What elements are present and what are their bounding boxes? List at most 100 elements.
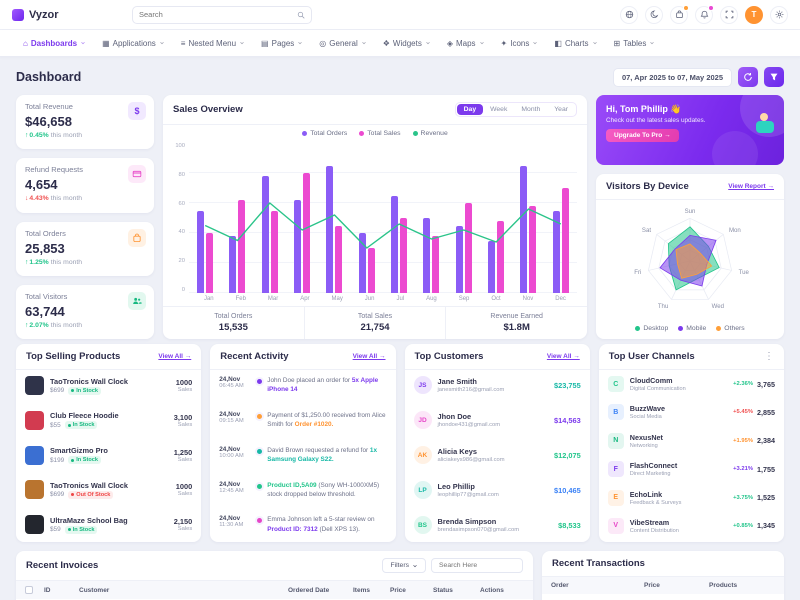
- customer-email: janesmith216@gmail.com: [437, 387, 505, 393]
- sales-tab-month[interactable]: Month: [514, 104, 547, 115]
- avatar[interactable]: T: [745, 5, 763, 24]
- refresh-button[interactable]: [738, 67, 758, 87]
- product-thumb: [25, 376, 44, 395]
- sales-tab-year[interactable]: Year: [547, 104, 575, 115]
- customer-amount: $23,755: [554, 380, 581, 390]
- expand-icon[interactable]: [720, 5, 738, 24]
- customers-view-all-link[interactable]: View All →: [546, 353, 580, 360]
- activity-link[interactable]: 1x Samsung Galaxy S22.: [267, 446, 378, 463]
- nav-item-pages[interactable]: ▤ Pages: [254, 35, 310, 52]
- bar-total-sales: [335, 225, 343, 293]
- bar-group-aug: [423, 143, 440, 293]
- activity-row: 24,Nov 06:45 AM John Doe placed an order f…: [219, 376, 386, 395]
- sales-overview-title: Sales Overview: [173, 104, 243, 115]
- bar-total-sales: [238, 200, 246, 293]
- product-price: $699: [50, 491, 65, 499]
- cart-icon[interactable]: [670, 4, 689, 24]
- recent-invoices-card: Recent Invoices Filters ID Customer Ordere…: [16, 551, 533, 600]
- channel-name: BuzzWave: [629, 404, 666, 414]
- invoices-filters-button[interactable]: Filters: [382, 558, 426, 573]
- nav-item-general[interactable]: ◎ General: [312, 35, 373, 52]
- activity-date: 24,Nov: [219, 515, 241, 523]
- product-sales: 1000: [175, 378, 193, 387]
- activity-link[interactable]: 5x Apple iPhone 14: [267, 377, 379, 394]
- products-view-all-link[interactable]: View All →: [158, 353, 192, 360]
- channel-desc: Feedback & Surveys: [629, 499, 682, 506]
- sales-tab-day[interactable]: Day: [456, 104, 484, 115]
- topbar-search[interactable]: [132, 5, 312, 24]
- more-options-icon[interactable]: ⋮: [764, 350, 774, 362]
- channel-desc: Direct Marketing: [629, 471, 671, 478]
- nav-item-widgets[interactable]: ❖ Widgets: [376, 35, 438, 52]
- date-range-picker[interactable]: 07, Apr 2025 to 07, May 2025: [612, 67, 732, 87]
- activity-date: 24,Nov: [219, 376, 241, 383]
- bar-total-sales: [400, 218, 408, 293]
- channels-title: Top User Channels: [608, 351, 695, 362]
- notification-badge: [683, 4, 689, 11]
- product-name: UltraMaze School Bag: [50, 515, 128, 525]
- chevron-down-icon: [412, 563, 418, 569]
- channel-value: 2,384: [757, 436, 775, 446]
- search-input[interactable]: [139, 10, 297, 19]
- invoices-search-input[interactable]: [431, 558, 523, 573]
- legend-mobile: Mobile: [678, 325, 706, 332]
- channel-desc: Networking: [629, 442, 658, 449]
- select-all-checkbox[interactable]: [25, 586, 33, 594]
- activity-text: Emma Johnson left a 5-star review on Pro…: [267, 516, 375, 533]
- product-thumb: [25, 445, 44, 465]
- nav-item-dashboards[interactable]: ⌂ Dashboards: [16, 35, 93, 52]
- maps-icon: ◈: [446, 38, 453, 48]
- activity-date: 24,Nov: [219, 445, 241, 453]
- view-report-link[interactable]: View Report →: [728, 183, 774, 190]
- activity-text: Payment of $1,250.00 received from Alice…: [267, 411, 386, 429]
- sales-tab-week[interactable]: Week: [483, 104, 514, 115]
- visitors-title: Visitors By Device: [606, 181, 689, 192]
- bar-total-sales: [367, 248, 375, 293]
- activity-link[interactable]: Product ID,5A09: [267, 481, 317, 489]
- bar-total-sales: [303, 173, 311, 293]
- svg-text:Wed: Wed: [712, 303, 724, 310]
- gear-icon[interactable]: [770, 5, 788, 24]
- activity-link[interactable]: Order #1020.: [294, 421, 334, 429]
- activity-time: 06:45 AM: [219, 383, 244, 389]
- column-header-items: Items: [353, 586, 370, 594]
- activity-text: Product ID,5A09 (Sony WH-1000XM5) stock …: [267, 481, 380, 498]
- upgrade-to-pro-button[interactable]: Upgrade To Pro →: [606, 129, 679, 142]
- upgrade-promo-card: Hi, Tom Phillip 👋 Check out the latest s…: [596, 95, 784, 165]
- channel-row: E EchoLink Feedback & Surveys +3.75% 1,525: [607, 489, 775, 506]
- nav-item-charts[interactable]: ◧ Charts: [547, 35, 604, 52]
- channel-row: F FlashConnect Direct Marketing +3.21% 1,755: [607, 461, 775, 478]
- brand-logo[interactable]: Vyzor: [12, 8, 122, 21]
- nav-item-maps[interactable]: ◈ Maps: [440, 35, 492, 52]
- stat-label: Total Orders: [25, 228, 66, 238]
- nav-item-tables[interactable]: ⊞ Tables: [607, 35, 663, 52]
- channel-name: NexusNet: [629, 432, 663, 442]
- filter-button[interactable]: [764, 67, 784, 87]
- channel-icon: C: [607, 376, 624, 392]
- moon-icon[interactable]: [645, 5, 663, 24]
- nav-item-applications[interactable]: ▦ Applications: [95, 35, 172, 52]
- nav-item-nested-menu[interactable]: ≡ Nested Menu: [174, 35, 252, 52]
- bar-total-orders: [488, 240, 496, 293]
- stat-label: Total Visitors: [25, 291, 68, 301]
- apps-icon: ▦: [102, 38, 110, 48]
- visitors-radar-chart: Sun Mon Tue Wed Thu Fri Sat: [596, 200, 784, 322]
- visitors-by-device-card: Visitors By Device View Report → Sun Mon T…: [596, 174, 784, 339]
- channel-row: N NexusNet Networking +1.95% 2,384: [607, 432, 775, 449]
- channel-name: FlashConnect: [629, 461, 678, 471]
- nav-item-icons[interactable]: ✦ Icons: [494, 35, 546, 52]
- customers-title: Top Customers: [414, 351, 484, 362]
- customer-avatar: BS: [413, 516, 432, 534]
- globe-icon[interactable]: [620, 5, 638, 24]
- stock-badge: Out Of Stock: [68, 490, 114, 499]
- stat-label: Refund Requests: [25, 165, 83, 175]
- bar-total-orders: [294, 200, 302, 293]
- stat-value: 4,654: [25, 177, 58, 193]
- column-header-status: Status: [433, 586, 453, 594]
- activity-view-all-link[interactable]: View All →: [352, 353, 386, 360]
- activity-link[interactable]: Product ID: 7312: [267, 525, 318, 533]
- chevron-down-icon: [532, 40, 538, 46]
- bell-icon[interactable]: [695, 4, 714, 24]
- y-axis: 100 80 60 40 20 0: [175, 143, 185, 293]
- customer-name: Leo Phillip: [437, 482, 475, 491]
